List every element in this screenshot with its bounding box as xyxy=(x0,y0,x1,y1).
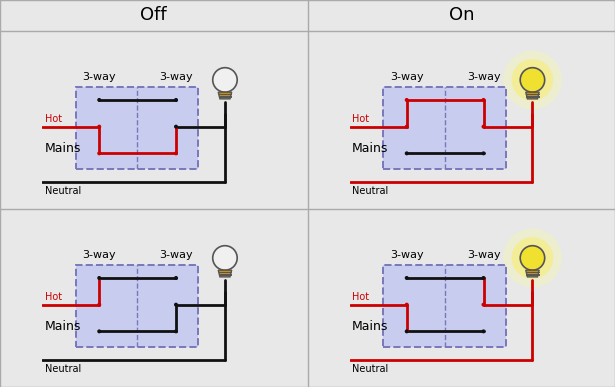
Circle shape xyxy=(174,329,178,333)
FancyBboxPatch shape xyxy=(383,87,506,169)
Circle shape xyxy=(174,303,178,307)
Circle shape xyxy=(482,151,485,155)
Text: Mains: Mains xyxy=(352,142,389,156)
FancyBboxPatch shape xyxy=(383,265,506,347)
Circle shape xyxy=(520,246,545,270)
Circle shape xyxy=(97,329,101,333)
Circle shape xyxy=(520,68,545,92)
FancyBboxPatch shape xyxy=(76,87,198,169)
Circle shape xyxy=(482,276,485,280)
Circle shape xyxy=(482,98,485,102)
Circle shape xyxy=(97,98,101,102)
Text: 3-way: 3-way xyxy=(82,72,116,82)
Text: Mains: Mains xyxy=(45,142,81,156)
Text: 3-way: 3-way xyxy=(467,72,501,82)
Circle shape xyxy=(482,329,485,333)
Text: Neutral: Neutral xyxy=(352,364,389,374)
Text: Neutral: Neutral xyxy=(45,186,81,196)
Circle shape xyxy=(174,125,178,128)
Text: 3-way: 3-way xyxy=(159,72,193,82)
Circle shape xyxy=(174,276,178,280)
Circle shape xyxy=(405,98,409,102)
Circle shape xyxy=(405,276,409,280)
Circle shape xyxy=(174,98,178,102)
Text: Hot: Hot xyxy=(352,114,370,124)
Circle shape xyxy=(174,151,178,155)
Text: 3-way: 3-way xyxy=(390,72,424,82)
Circle shape xyxy=(512,237,554,279)
Circle shape xyxy=(405,329,409,333)
Text: Hot: Hot xyxy=(45,114,62,124)
Circle shape xyxy=(97,125,101,128)
Polygon shape xyxy=(526,270,539,277)
Text: 3-way: 3-way xyxy=(82,250,116,260)
FancyBboxPatch shape xyxy=(76,265,198,347)
Circle shape xyxy=(503,51,562,109)
Circle shape xyxy=(213,68,237,92)
Circle shape xyxy=(503,229,562,287)
Text: 3-way: 3-way xyxy=(159,250,193,260)
Text: Mains: Mains xyxy=(352,320,389,334)
Text: Hot: Hot xyxy=(352,292,370,302)
Text: Neutral: Neutral xyxy=(352,186,389,196)
Text: 3-way: 3-way xyxy=(390,250,424,260)
Circle shape xyxy=(405,125,409,128)
Circle shape xyxy=(405,303,409,307)
Circle shape xyxy=(213,246,237,270)
Text: On: On xyxy=(448,7,474,24)
Polygon shape xyxy=(218,92,232,99)
Text: Hot: Hot xyxy=(45,292,62,302)
Circle shape xyxy=(405,151,409,155)
Polygon shape xyxy=(218,270,232,277)
Circle shape xyxy=(482,303,485,307)
Polygon shape xyxy=(526,92,539,99)
Circle shape xyxy=(482,125,485,128)
Text: Mains: Mains xyxy=(45,320,81,334)
Circle shape xyxy=(512,59,554,101)
Circle shape xyxy=(97,276,101,280)
Text: Neutral: Neutral xyxy=(45,364,81,374)
Circle shape xyxy=(97,151,101,155)
Text: 3-way: 3-way xyxy=(467,250,501,260)
Text: Off: Off xyxy=(140,7,167,24)
Circle shape xyxy=(97,303,101,307)
